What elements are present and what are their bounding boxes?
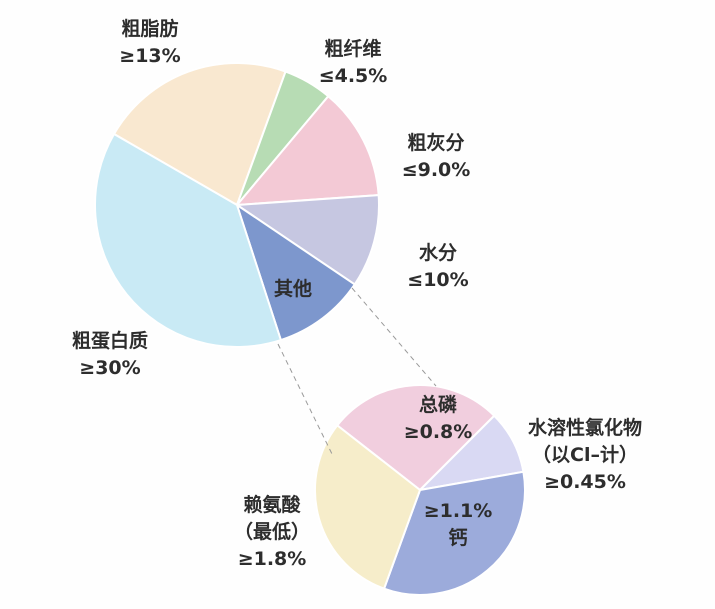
label-crude-fiber: 粗纤维 ≤4.5%: [308, 36, 398, 90]
label-chloride-value: ≥0.45%: [544, 471, 626, 493]
label-crude-ash-value: ≤9.0%: [401, 159, 471, 181]
label-moisture-name: 水分: [418, 242, 457, 264]
connector-line-left: [277, 343, 333, 455]
label-crude-fat: 粗脂肪 ≥13%: [100, 16, 200, 70]
label-total-phosphorus-value: ≥0.8%: [403, 421, 473, 443]
connector-line-right: [351, 287, 437, 387]
pie-slice-crude-ash: [234, 94, 380, 207]
pie-slice-total-phosphorus: [335, 384, 496, 492]
label-crude-fiber-value: ≤4.5%: [318, 65, 388, 87]
label-calcium: ≥1.1% 钙: [416, 498, 500, 552]
label-crude-fiber-name: 粗纤维: [324, 38, 382, 60]
label-lysine-name: 赖氨酸: [243, 494, 301, 516]
label-lysine-value: ≥1.8%: [237, 548, 307, 570]
pie-slice-lysine: [314, 423, 422, 590]
label-other-name: 其他: [273, 278, 312, 300]
pie-slice-crude-protein: [94, 132, 283, 348]
label-calcium-value: ≥1.1%: [423, 500, 493, 522]
label-crude-protein-value: ≥30%: [79, 357, 141, 379]
pie-slice-crude-fat: [112, 61, 287, 207]
label-crude-protein: 粗蛋白质 ≥30%: [58, 328, 162, 382]
label-chloride-name2: （以Cl–计）: [532, 444, 638, 466]
label-chloride-name: 水溶性氯化物: [527, 417, 642, 439]
pie-slice-moisture: [234, 194, 380, 286]
label-lysine: 赖氨酸 （最低） ≥1.8%: [222, 492, 322, 573]
label-moisture: 水分 ≤10%: [398, 240, 478, 294]
pie-slice-other: [235, 202, 357, 342]
label-crude-ash-name: 粗灰分: [407, 132, 465, 154]
label-total-phosphorus-name: 总磷: [418, 394, 457, 416]
detail-pie-chart: [314, 384, 526, 596]
label-calcium-name: 钙: [448, 527, 468, 549]
pie-slice-calcium: [382, 470, 526, 596]
label-crude-fat-value: ≥13%: [119, 45, 181, 67]
label-lysine-name2: （最低）: [233, 521, 310, 543]
label-crude-protein-name: 粗蛋白质: [71, 330, 148, 352]
label-total-phosphorus: 总磷 ≥0.8%: [396, 392, 480, 446]
main-pie-chart: [94, 61, 380, 348]
label-crude-ash: 粗灰分 ≤9.0%: [392, 130, 480, 184]
label-other: 其他: [262, 276, 324, 303]
label-crude-fat-name: 粗脂肪: [121, 18, 179, 40]
label-chloride: 水溶性氯化物 （以Cl–计） ≥0.45%: [515, 415, 655, 496]
label-moisture-value: ≤10%: [407, 269, 469, 291]
